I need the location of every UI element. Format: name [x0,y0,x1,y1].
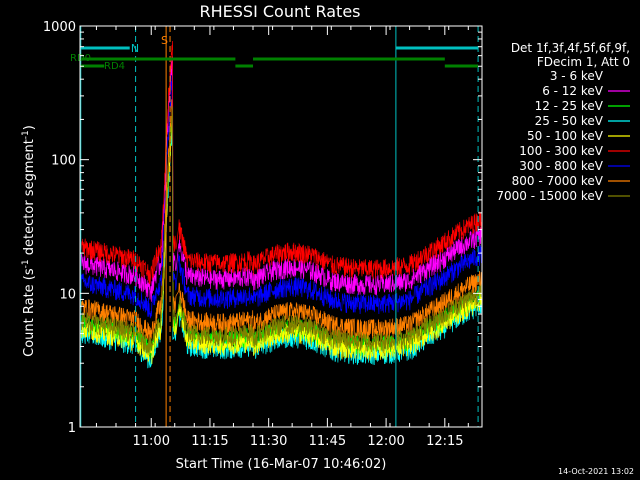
saa-label: S [161,34,168,47]
legend-entry-label: 100 - 300 keV [519,144,603,158]
data-series-group [79,40,482,384]
night-label: N [131,42,139,55]
legend-entry-label: 300 - 800 keV [519,159,603,173]
axes-group: 11:00 11:15 11:30 11:45 12:00 12:15 1 10 100 1000 [43,20,483,449]
rd4-label: RD4 [104,61,125,72]
x-tick-label: 11:00 [133,434,170,449]
legend-entry-label: 3 - 6 keV [550,69,604,83]
legend-entry-label: 25 - 50 keV [535,114,604,128]
legend: Det 1f,3f,4f,5f,6f,9f,FDecim 1, Att 03 -… [496,41,630,203]
legend-header-line: Det 1f,3f,4f,5f,6f,9f, [511,41,630,55]
y-tick-label: 1 [68,421,76,436]
legend-entry-label: 6 - 12 keV [542,84,604,98]
series-line-50-100keV [79,122,482,365]
series-line-3-6keV [79,140,482,384]
x-tick-label: 11:30 [250,434,287,449]
timestamp-footer: 14-Oct-2021 13:02 [558,467,634,476]
rd0-label: RD0 [70,53,91,64]
x-tick-label: 12:15 [426,434,463,449]
series-line-6-12keV [79,56,482,302]
x-tick-label: 11:15 [191,434,228,449]
plot-frame [79,25,483,428]
x-tick-label: 11:45 [309,434,346,449]
series-line-300-800keV [79,72,482,319]
y-axis-label: Count Rate (s-1 detector segment-1) [21,125,37,357]
x-axis-label: Start Time (16-Mar-07 10:46:02) [176,457,387,472]
legend-entry-label: 50 - 100 keV [527,129,604,143]
series-line-7000-15000keV [79,106,482,356]
attenuator-markers-group: N S RD0 RD4 [70,26,479,427]
legend-entry-label: 12 - 25 keV [535,99,604,113]
y-tick-label: 10 [59,287,76,302]
legend-entry-label: 7000 - 15000 keV [496,189,603,203]
chart-title: RHESSI Count Rates [200,2,361,21]
legend-entry-label: 800 - 7000 keV [512,174,604,188]
y-tick-label: 100 [51,154,76,169]
series-line-100-300keV [79,40,482,285]
y-tick-label: 1000 [43,20,76,35]
series-line-800-7000keV [79,99,482,341]
x-tick-label: 12:00 [367,434,404,449]
legend-header-line: FDecim 1, Att 0 [537,55,630,69]
